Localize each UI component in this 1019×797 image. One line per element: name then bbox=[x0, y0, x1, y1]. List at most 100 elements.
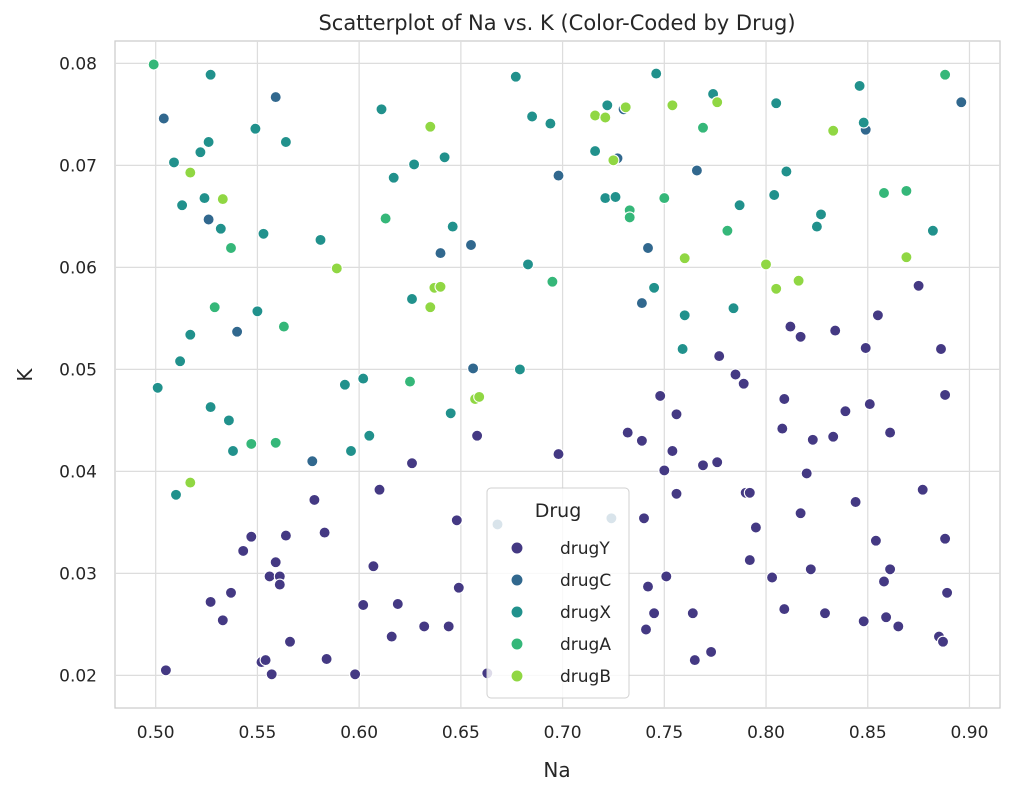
point-drugX bbox=[194, 146, 207, 159]
point-drugX bbox=[446, 220, 459, 233]
point-drugY bbox=[637, 512, 651, 525]
point-drugY bbox=[863, 398, 876, 411]
point-drugY bbox=[648, 607, 661, 620]
legend-marker-drugB bbox=[510, 669, 524, 683]
legend: Drug drugY drugC drugX drugA drugB bbox=[486, 487, 630, 699]
point-drugX bbox=[609, 190, 622, 204]
point-drugY bbox=[318, 526, 331, 539]
point-drugY bbox=[916, 483, 929, 496]
point-drugA bbox=[277, 320, 290, 333]
point-drugX bbox=[249, 122, 262, 135]
point-drugY bbox=[265, 668, 278, 681]
point-drugX bbox=[184, 328, 197, 341]
point-drugB bbox=[900, 251, 913, 264]
point-drugY bbox=[621, 426, 634, 439]
point-drugC bbox=[467, 362, 480, 375]
x-tick-label: 0.90 bbox=[951, 723, 989, 743]
point-drugB bbox=[589, 109, 602, 122]
point-drugY bbox=[552, 448, 565, 461]
point-drugY bbox=[818, 607, 832, 620]
y-tick-label: 0.06 bbox=[59, 258, 97, 278]
point-drugY bbox=[452, 581, 465, 594]
point-drugX bbox=[513, 363, 526, 376]
point-drugB bbox=[424, 120, 437, 133]
y-tick-label: 0.07 bbox=[59, 156, 97, 176]
point-drugX bbox=[509, 70, 522, 83]
x-tick-label: 0.55 bbox=[238, 723, 276, 743]
point-drugY bbox=[283, 635, 297, 648]
point-drugY bbox=[939, 532, 952, 545]
point-drugC bbox=[434, 247, 447, 260]
point-drugY bbox=[670, 408, 683, 421]
point-drugX bbox=[344, 444, 358, 458]
point-drugC bbox=[269, 91, 282, 104]
point-drugA bbox=[224, 241, 238, 255]
legend-marker-drugY bbox=[510, 541, 524, 555]
point-drugY bbox=[912, 279, 925, 292]
point-drugX bbox=[780, 165, 793, 178]
point-drugX bbox=[169, 488, 183, 501]
legend-marker-drugX bbox=[510, 605, 524, 619]
point-drugB bbox=[184, 476, 197, 489]
point-drugA bbox=[546, 275, 559, 288]
point-drugY bbox=[934, 342, 948, 356]
point-drugY bbox=[884, 563, 897, 576]
point-drugY bbox=[857, 615, 870, 628]
point-drugY bbox=[839, 405, 852, 418]
x-axis-ticks: 0.50 0.55 0.60 0.65 0.70 0.75 0.80 0.85 0.90 bbox=[137, 723, 989, 743]
point-drugY bbox=[450, 514, 463, 527]
point-drugY bbox=[320, 652, 333, 666]
point-drugX bbox=[521, 258, 535, 271]
point-drugY bbox=[245, 530, 258, 543]
point-drugB bbox=[330, 262, 343, 275]
point-drugX bbox=[408, 158, 421, 171]
legend-items: drugY drugC drugX drugA drugB bbox=[510, 539, 611, 687]
point-drugY bbox=[871, 309, 884, 322]
point-drugX bbox=[526, 110, 539, 123]
point-drugY bbox=[373, 483, 386, 496]
point-drugX bbox=[444, 407, 457, 420]
point-drugY bbox=[880, 611, 893, 624]
point-drugY bbox=[385, 630, 398, 643]
point-drugY bbox=[273, 578, 286, 591]
point-drugB bbox=[711, 96, 724, 109]
point-drugX bbox=[174, 355, 187, 368]
scatter-points bbox=[147, 58, 968, 681]
point-drugY bbox=[349, 668, 362, 681]
x-tick-label: 0.70 bbox=[544, 723, 582, 743]
point-drugA bbox=[721, 224, 734, 237]
point-drugY bbox=[269, 556, 282, 569]
point-drugX bbox=[257, 227, 270, 240]
point-drugY bbox=[778, 392, 791, 406]
point-drugY bbox=[666, 444, 679, 458]
point-drugY bbox=[357, 598, 370, 612]
point-drugY bbox=[686, 607, 699, 620]
point-drugB bbox=[434, 280, 447, 293]
point-drugB bbox=[678, 252, 691, 265]
point-drugX bbox=[357, 372, 370, 385]
point-drugY bbox=[279, 529, 292, 542]
point-drugY bbox=[743, 554, 756, 567]
point-drugC bbox=[552, 169, 565, 182]
point-drugX bbox=[650, 67, 663, 80]
point-drugX bbox=[544, 117, 557, 130]
point-drugY bbox=[367, 560, 380, 573]
point-drugY bbox=[941, 586, 954, 599]
point-drugY bbox=[794, 330, 807, 343]
point-drugY bbox=[670, 487, 683, 500]
point-drugY bbox=[784, 320, 797, 333]
point-drugY bbox=[442, 620, 455, 633]
point-drugY bbox=[705, 645, 718, 658]
point-drugY bbox=[749, 521, 762, 534]
point-drugX bbox=[176, 199, 189, 212]
point-drugY bbox=[729, 368, 742, 381]
point-drugX bbox=[648, 281, 661, 294]
point-drugX bbox=[151, 381, 164, 394]
point-drugX bbox=[375, 103, 388, 116]
point-drugX bbox=[251, 305, 264, 318]
point-drugY bbox=[892, 620, 905, 633]
point-drugX bbox=[926, 224, 939, 237]
point-drugC bbox=[202, 213, 215, 226]
point-drugC bbox=[955, 96, 968, 109]
point-drugC bbox=[690, 164, 703, 177]
